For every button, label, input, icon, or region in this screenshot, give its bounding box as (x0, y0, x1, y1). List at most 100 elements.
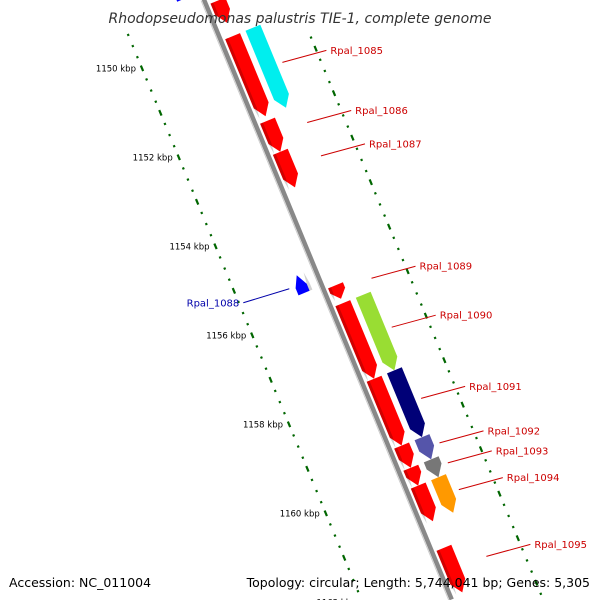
gene-arrow[interactable] (335, 300, 377, 379)
right-scale-tick (327, 80, 331, 84)
gene-arrow-shade (260, 122, 275, 155)
genome-backbone (200, 0, 454, 600)
right-scale-tick (419, 303, 423, 306)
left-scale-tick (305, 465, 310, 472)
left-scale-tick (126, 33, 130, 37)
left-scale-tick (213, 243, 218, 250)
left-scale-tick (227, 278, 231, 282)
left-scale-tick (286, 421, 292, 428)
gene-arrow-shade (366, 380, 396, 448)
scale-label: 1160 kbp (280, 509, 320, 519)
gene-label[interactable]: Rpal_1093 (496, 446, 549, 457)
cog-track (245, 24, 457, 513)
right-scale-tick (318, 58, 322, 62)
gene-arrow[interactable] (174, 0, 188, 2)
right-scale-tick (373, 191, 377, 195)
cog-block (245, 24, 289, 108)
right-scale-tick (460, 401, 465, 408)
right-scale-tick (350, 134, 355, 141)
gene-label[interactable]: Rpal_1087 (369, 139, 422, 150)
gene-label[interactable]: Rpal_1091 (469, 382, 522, 393)
gene-arrow-shade (272, 153, 289, 190)
left-scale-tick (172, 144, 176, 148)
left-scale-tick (181, 166, 185, 170)
scale-label: 1162 kbp (316, 598, 356, 600)
left-scale-tick (218, 255, 222, 259)
gene-arrow[interactable] (403, 464, 422, 486)
gene-label-leader (371, 265, 416, 279)
gene-arrow[interactable] (410, 482, 436, 522)
gene-arrow[interactable] (210, 0, 231, 23)
right-scale-tick (309, 36, 313, 39)
gene-arrow[interactable] (225, 33, 269, 117)
right-scale-tick (488, 469, 492, 473)
right-scale-tick (484, 458, 488, 462)
gene-label-leader (447, 450, 492, 464)
left-scale-tick (292, 433, 296, 437)
gene-arrow-shade (410, 487, 427, 524)
gene-label[interactable]: Rpal_1092 (488, 426, 541, 437)
gene-arrow-shade (225, 38, 260, 119)
left-scale-tick (154, 100, 158, 104)
left-scale-tick (328, 522, 332, 526)
gene-track (174, 0, 466, 595)
cog-block (387, 367, 425, 438)
left-scale-tick (296, 445, 300, 448)
left-scale-tick (323, 510, 328, 517)
gene-arrow[interactable] (328, 282, 346, 299)
gene-arrow[interactable] (394, 442, 414, 468)
left-scale-tick (319, 500, 323, 504)
left-scale-tick (250, 332, 255, 339)
gene-arrow[interactable] (295, 275, 310, 296)
gene-label[interactable]: Rpal_1086 (355, 106, 408, 117)
right-scale-tick (447, 369, 451, 373)
right-scale-tick (346, 125, 350, 128)
gene-label[interactable]: Rpal_1088 (187, 298, 240, 309)
gene-arrow[interactable] (260, 117, 284, 152)
right-scale-tick (337, 102, 341, 106)
left-scale-tick (176, 154, 181, 161)
right-scale-tick (383, 214, 387, 217)
gene-arrow[interactable] (436, 544, 466, 593)
gene-arrow[interactable] (366, 375, 405, 446)
left-scale-tick (149, 89, 153, 92)
accession-text: Accession: NC_011004 (9, 575, 151, 590)
right-scale-tick (355, 147, 359, 151)
right-scale-tick (429, 325, 432, 329)
gene-label[interactable]: Rpal_1094 (507, 473, 560, 484)
right-scale-tick (331, 89, 337, 97)
left-scale-tick (347, 567, 351, 571)
right-scale-tick (392, 236, 396, 240)
left-scale-tick (341, 554, 347, 561)
gene-label[interactable]: Rpal_1090 (440, 311, 493, 322)
left-scale-tick (264, 367, 268, 371)
left-scale-tick (158, 109, 163, 116)
right-scale-tick (497, 490, 502, 497)
right-scale-tick (433, 336, 437, 340)
right-scale-tick (452, 380, 455, 384)
gene-label[interactable]: Rpal_1095 (534, 540, 587, 551)
left-scale-tick (356, 589, 360, 593)
left-scale-tick (135, 55, 139, 59)
left-scale-tick (209, 233, 213, 237)
left-scale-tick (282, 411, 286, 415)
right-scale-tick (470, 425, 474, 429)
right-scale-tick (478, 445, 484, 453)
scale-ticks: 1150 kbp 1152 kbp 1154 kbp 1156 kbp 1158 kbp… (96, 33, 543, 600)
cog-block (423, 456, 442, 478)
left-scale-tick (204, 222, 208, 226)
gene-label-leader (486, 543, 531, 557)
right-scale-tick (396, 247, 400, 251)
right-scale-tick (465, 414, 469, 418)
gene-arrow[interactable] (272, 148, 298, 188)
cog-block (414, 434, 435, 460)
left-scale-tick (191, 189, 194, 193)
scale-label: 1154 kbp (169, 242, 209, 252)
scale-label: 1150 kbp (96, 64, 136, 74)
backbone-line (201, 0, 454, 600)
gene-label[interactable]: Rpal_1085 (330, 46, 383, 57)
cog-block (431, 474, 457, 513)
right-scale-tick (534, 579, 539, 586)
gene-label[interactable]: Rpal_1089 (420, 262, 473, 273)
